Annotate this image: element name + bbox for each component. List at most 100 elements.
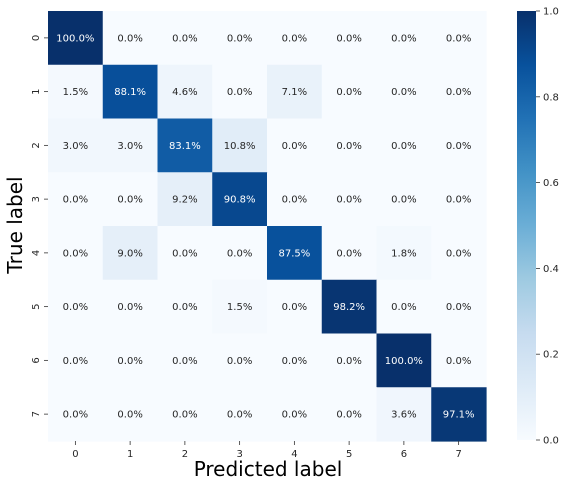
- heatmap-cell: [376, 118, 432, 173]
- heatmap-cell: [267, 279, 323, 335]
- cell-label: 88.1%: [114, 87, 146, 98]
- heatmap-cell: [157, 279, 213, 335]
- heatmap-cell: [376, 333, 432, 388]
- heatmap-cell: [102, 118, 159, 173]
- colorbar-tick-label: 0.8: [543, 92, 559, 103]
- cell-label: 0.0%: [63, 248, 88, 259]
- cell-label: 0.0%: [172, 356, 197, 367]
- x-tick-label: 7: [455, 449, 461, 460]
- cell-label: 0.0%: [336, 195, 361, 206]
- heatmap-cell: [102, 226, 159, 281]
- heatmap-cells: [48, 11, 487, 442]
- heatmap-cell: [267, 387, 323, 442]
- heatmap-cell: [157, 333, 213, 388]
- heatmap-cell: [267, 11, 323, 66]
- heatmap-cell: [102, 333, 159, 388]
- cell-label: 0.0%: [117, 195, 142, 206]
- cell-label: 3.0%: [63, 141, 88, 152]
- heatmap-cell: [267, 64, 323, 120]
- cell-label: 0.0%: [63, 356, 88, 367]
- heatmap-cell: [321, 172, 378, 227]
- heatmap-cell: [212, 64, 268, 120]
- cell-label: 0.0%: [282, 33, 307, 44]
- heatmap-cell: [267, 172, 323, 227]
- cell-label: 7.1%: [282, 87, 307, 98]
- cell-label: 0.0%: [63, 302, 88, 313]
- heatmap-cell: [48, 64, 104, 120]
- heatmap-cell: [157, 118, 213, 173]
- heatmap-cell: [431, 172, 487, 227]
- heatmap-cell: [102, 387, 159, 442]
- cell-label: 0.0%: [336, 410, 361, 421]
- cell-label: 98.2%: [333, 302, 365, 313]
- heatmap-cell: [157, 226, 213, 281]
- heatmap-cell: [157, 387, 213, 442]
- heatmap-cell: [212, 279, 268, 335]
- y-tick-label: 3: [31, 196, 42, 202]
- cell-label: 0.0%: [282, 410, 307, 421]
- heatmap-cell: [321, 279, 378, 335]
- colorbar-tick-label: 0.6: [543, 178, 559, 189]
- heatmap-cell: [431, 226, 487, 281]
- cell-annotations: 100.0% 0.0% 0.0% 0.0% 0.0% 0.0% 0.0% 0.0% 1.5% 88…: [56, 33, 474, 420]
- cell-label: 0.0%: [117, 302, 142, 313]
- cell-label: 3.0%: [117, 141, 142, 152]
- cell-label: 0.0%: [336, 141, 361, 152]
- colorbar-gradient: [517, 11, 536, 440]
- heatmap-cell: [48, 387, 104, 442]
- heatmap-cell: [321, 387, 378, 442]
- cell-label: 0.0%: [391, 195, 416, 206]
- cell-label: 0.0%: [391, 141, 416, 152]
- heatmap-cell: [102, 172, 159, 227]
- heatmap-cell: [431, 11, 487, 66]
- heatmap-cell: [212, 172, 268, 227]
- cell-label: 0.0%: [446, 141, 471, 152]
- cell-label: 100.0%: [56, 33, 94, 44]
- cell-label: 9.2%: [172, 195, 197, 206]
- cell-label: 0.0%: [336, 248, 361, 259]
- heatmap-cell: [212, 387, 268, 442]
- y-tick-label: 1: [31, 88, 42, 94]
- heatmap-cell: [267, 226, 323, 281]
- cell-label: 0.0%: [172, 410, 197, 421]
- heatmap-cell: [102, 279, 159, 335]
- cell-label: 0.0%: [227, 356, 252, 367]
- heatmap-cell: [376, 11, 432, 66]
- cell-label: 0.0%: [117, 356, 142, 367]
- cell-label: 0.0%: [63, 195, 88, 206]
- heatmap-cell: [431, 333, 487, 388]
- cell-label: 10.8%: [224, 141, 256, 152]
- cell-label: 0.0%: [446, 302, 471, 313]
- cell-label: 90.8%: [224, 195, 256, 206]
- colorbar-ticks: 0.0 0.2 0.4 0.6 0.8 1.0: [536, 7, 559, 447]
- x-axis-title: Predicted label: [194, 457, 343, 481]
- heatmap-cell: [376, 64, 432, 120]
- cell-label: 0.0%: [446, 33, 471, 44]
- cell-label: 83.1%: [169, 141, 201, 152]
- heatmap-cell: [102, 64, 159, 120]
- cell-label: 0.0%: [282, 356, 307, 367]
- heatmap-cell: [431, 279, 487, 335]
- cell-label: 0.0%: [391, 302, 416, 313]
- y-tick-label: 0: [31, 35, 42, 41]
- heatmap-cell: [321, 333, 378, 388]
- cell-label: 3.6%: [391, 410, 416, 421]
- cell-label: 0.0%: [227, 87, 252, 98]
- y-tick-label: 5: [31, 303, 42, 309]
- x-tick-label: 0: [72, 449, 78, 460]
- heatmap-cell: [48, 172, 104, 227]
- y-axis-title: True label: [3, 176, 27, 274]
- heatmap-cell: [48, 226, 104, 281]
- cell-label: 0.0%: [172, 302, 197, 313]
- cell-label: 0.0%: [446, 356, 471, 367]
- cell-label: 0.0%: [172, 33, 197, 44]
- heatmap-cell: [48, 118, 104, 173]
- cell-label: 0.0%: [282, 195, 307, 206]
- heatmap-cell: [267, 333, 323, 388]
- cell-label: 0.0%: [391, 33, 416, 44]
- y-tick-label: 4: [31, 250, 42, 256]
- cell-label: 0.0%: [391, 87, 416, 98]
- y-tick-label: 6: [31, 357, 42, 363]
- colorbar-tick-label: 0.4: [543, 264, 559, 275]
- heatmap-cell: [157, 11, 213, 66]
